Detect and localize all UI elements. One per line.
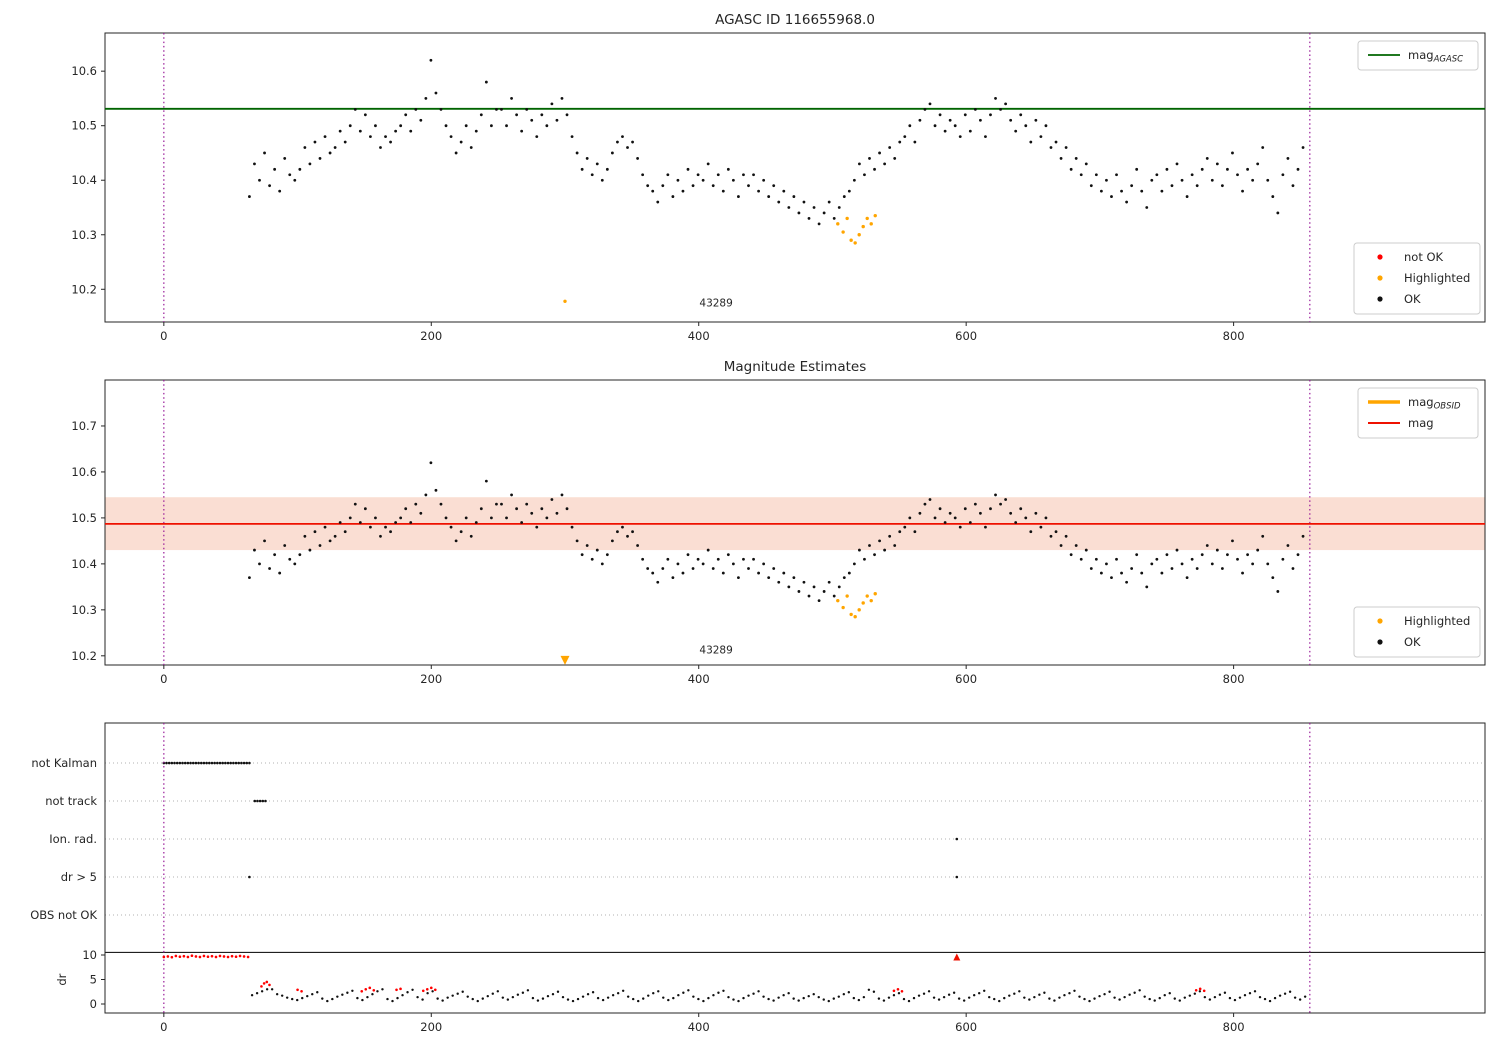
svg-text:OK: OK	[1404, 635, 1421, 649]
svg-text:Ion. rad.: Ion. rad.	[49, 832, 97, 846]
svg-text:200: 200	[420, 672, 442, 686]
svg-text:0: 0	[160, 1020, 167, 1034]
svg-text:dr > 5: dr > 5	[61, 870, 97, 884]
svg-text:400: 400	[688, 1020, 710, 1034]
svg-text:10.3: 10.3	[71, 603, 97, 617]
svg-text:Highlighted: Highlighted	[1404, 271, 1470, 285]
svg-text:0: 0	[160, 329, 167, 343]
svg-text:10.4: 10.4	[71, 557, 97, 571]
svg-text:600: 600	[955, 1020, 977, 1034]
chart1-title: AGASC ID 116655968.0	[715, 12, 875, 28]
svg-text:10.6: 10.6	[71, 465, 97, 479]
svg-text:10.4: 10.4	[71, 173, 97, 187]
svg-text:10.2: 10.2	[71, 282, 97, 296]
svg-text:400: 400	[688, 329, 710, 343]
svg-text:0: 0	[90, 997, 97, 1011]
svg-text:10.6: 10.6	[71, 64, 97, 78]
svg-text:not track: not track	[45, 794, 97, 808]
svg-text:10.2: 10.2	[71, 649, 97, 663]
svg-text:600: 600	[955, 329, 977, 343]
svg-text:800: 800	[1223, 1020, 1245, 1034]
svg-text:10.5: 10.5	[71, 511, 97, 525]
svg-text:mag: mag	[1408, 416, 1434, 430]
chart2-title: Magnitude Estimates	[723, 359, 867, 375]
svg-text:43289: 43289	[699, 298, 732, 310]
svg-text:400: 400	[688, 672, 710, 686]
svg-text:10.7: 10.7	[71, 419, 97, 433]
svg-text:OK: OK	[1404, 292, 1421, 306]
svg-text:600: 600	[955, 672, 977, 686]
svg-text:10.3: 10.3	[71, 228, 97, 242]
svg-text:0: 0	[160, 672, 167, 686]
svg-text:10: 10	[82, 948, 97, 962]
svg-text:dr: dr	[55, 973, 69, 985]
svg-text:OBS not OK: OBS not OK	[30, 908, 97, 922]
svg-text:10.5: 10.5	[71, 119, 97, 133]
svg-text:43289: 43289	[699, 645, 732, 657]
svg-text:800: 800	[1223, 672, 1245, 686]
svg-text:5: 5	[90, 973, 97, 987]
svg-text:200: 200	[420, 1020, 442, 1034]
svg-text:not Kalman: not Kalman	[31, 756, 97, 770]
svg-text:800: 800	[1223, 329, 1245, 343]
svg-text:Highlighted: Highlighted	[1404, 614, 1470, 628]
svg-text:not OK: not OK	[1404, 250, 1444, 264]
svg-text:200: 200	[420, 329, 442, 343]
